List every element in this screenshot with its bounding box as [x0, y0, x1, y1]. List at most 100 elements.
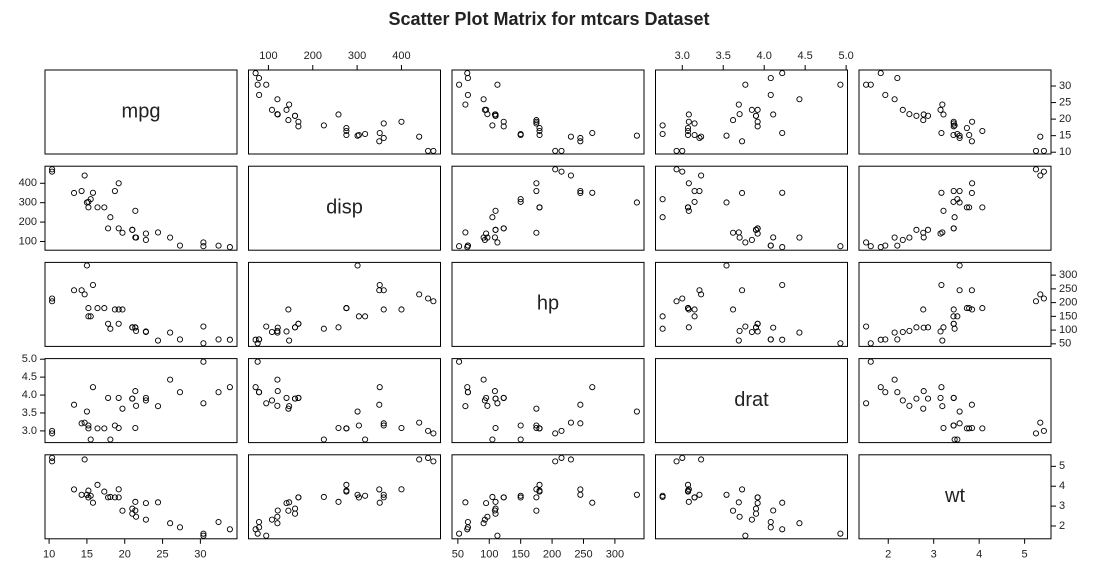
- point: [691, 198, 698, 205]
- point: [256, 389, 263, 396]
- point: [78, 187, 85, 195]
- point: [735, 337, 742, 344]
- panel-frame: [858, 454, 1052, 540]
- point: [49, 166, 56, 173]
- point: [735, 229, 742, 236]
- point: [256, 91, 263, 99]
- point: [754, 118, 761, 125]
- panel-frame: [858, 165, 1052, 251]
- point: [863, 400, 870, 407]
- point: [81, 291, 88, 298]
- point: [906, 402, 913, 409]
- point: [739, 189, 746, 197]
- point: [268, 397, 276, 404]
- point: [484, 402, 491, 409]
- point: [132, 424, 139, 432]
- point: [335, 498, 342, 505]
- point: [456, 81, 463, 88]
- point: [863, 323, 870, 330]
- point: [956, 199, 963, 206]
- point: [491, 507, 498, 514]
- point: [517, 422, 524, 429]
- point: [736, 513, 743, 520]
- point: [226, 526, 233, 533]
- point: [492, 226, 499, 233]
- point: [283, 328, 290, 335]
- y-tick-label: 20: [1059, 113, 1071, 125]
- point: [899, 106, 906, 113]
- point: [754, 494, 761, 501]
- point: [577, 486, 584, 493]
- point: [685, 118, 692, 125]
- point: [295, 394, 302, 401]
- point: [142, 328, 149, 335]
- point: [484, 111, 491, 118]
- point: [940, 324, 947, 331]
- point: [956, 132, 963, 139]
- point: [274, 388, 281, 395]
- point: [464, 75, 471, 82]
- point: [730, 117, 737, 124]
- point: [335, 424, 342, 432]
- point: [968, 287, 975, 294]
- point: [83, 199, 90, 206]
- panel-frame: [451, 454, 645, 540]
- point: [698, 172, 705, 179]
- point: [115, 394, 122, 401]
- point: [533, 117, 540, 124]
- point: [950, 225, 957, 232]
- point: [899, 328, 906, 336]
- point: [567, 172, 574, 179]
- point: [274, 513, 281, 520]
- point: [920, 234, 927, 241]
- point: [355, 422, 362, 429]
- point: [937, 106, 944, 113]
- point: [673, 147, 680, 154]
- point: [770, 111, 777, 118]
- panel-frame: [451, 69, 645, 155]
- point: [877, 70, 884, 77]
- point: [659, 196, 666, 203]
- point: [111, 422, 118, 429]
- point: [730, 229, 737, 236]
- point: [85, 305, 92, 312]
- point: [679, 168, 686, 175]
- point: [966, 204, 973, 211]
- point: [132, 234, 139, 241]
- x-tick-label: 20: [119, 549, 131, 561]
- x-tick-label: 4: [976, 549, 982, 561]
- point: [754, 328, 761, 335]
- x-tick-label: 150: [511, 549, 529, 561]
- point: [49, 454, 56, 461]
- point: [673, 458, 680, 465]
- point: [291, 112, 299, 119]
- point: [1040, 427, 1047, 434]
- point: [533, 229, 540, 236]
- point: [416, 291, 423, 298]
- point: [969, 424, 976, 432]
- point: [1032, 147, 1040, 154]
- point: [951, 325, 958, 332]
- point: [354, 491, 361, 498]
- point: [633, 199, 640, 206]
- point: [739, 486, 746, 493]
- point: [552, 458, 559, 465]
- point: [255, 518, 263, 526]
- point: [129, 395, 136, 402]
- point: [492, 498, 499, 505]
- point: [354, 408, 361, 415]
- point: [94, 204, 101, 211]
- point: [867, 81, 874, 88]
- point: [956, 408, 963, 415]
- point: [215, 389, 222, 396]
- point: [659, 122, 666, 129]
- point: [494, 400, 501, 407]
- point: [940, 207, 947, 214]
- panel-frame: [451, 165, 645, 251]
- point: [767, 242, 774, 249]
- point: [679, 295, 686, 302]
- point: [837, 81, 844, 88]
- point: [142, 397, 149, 404]
- point: [966, 131, 973, 139]
- point: [425, 147, 432, 154]
